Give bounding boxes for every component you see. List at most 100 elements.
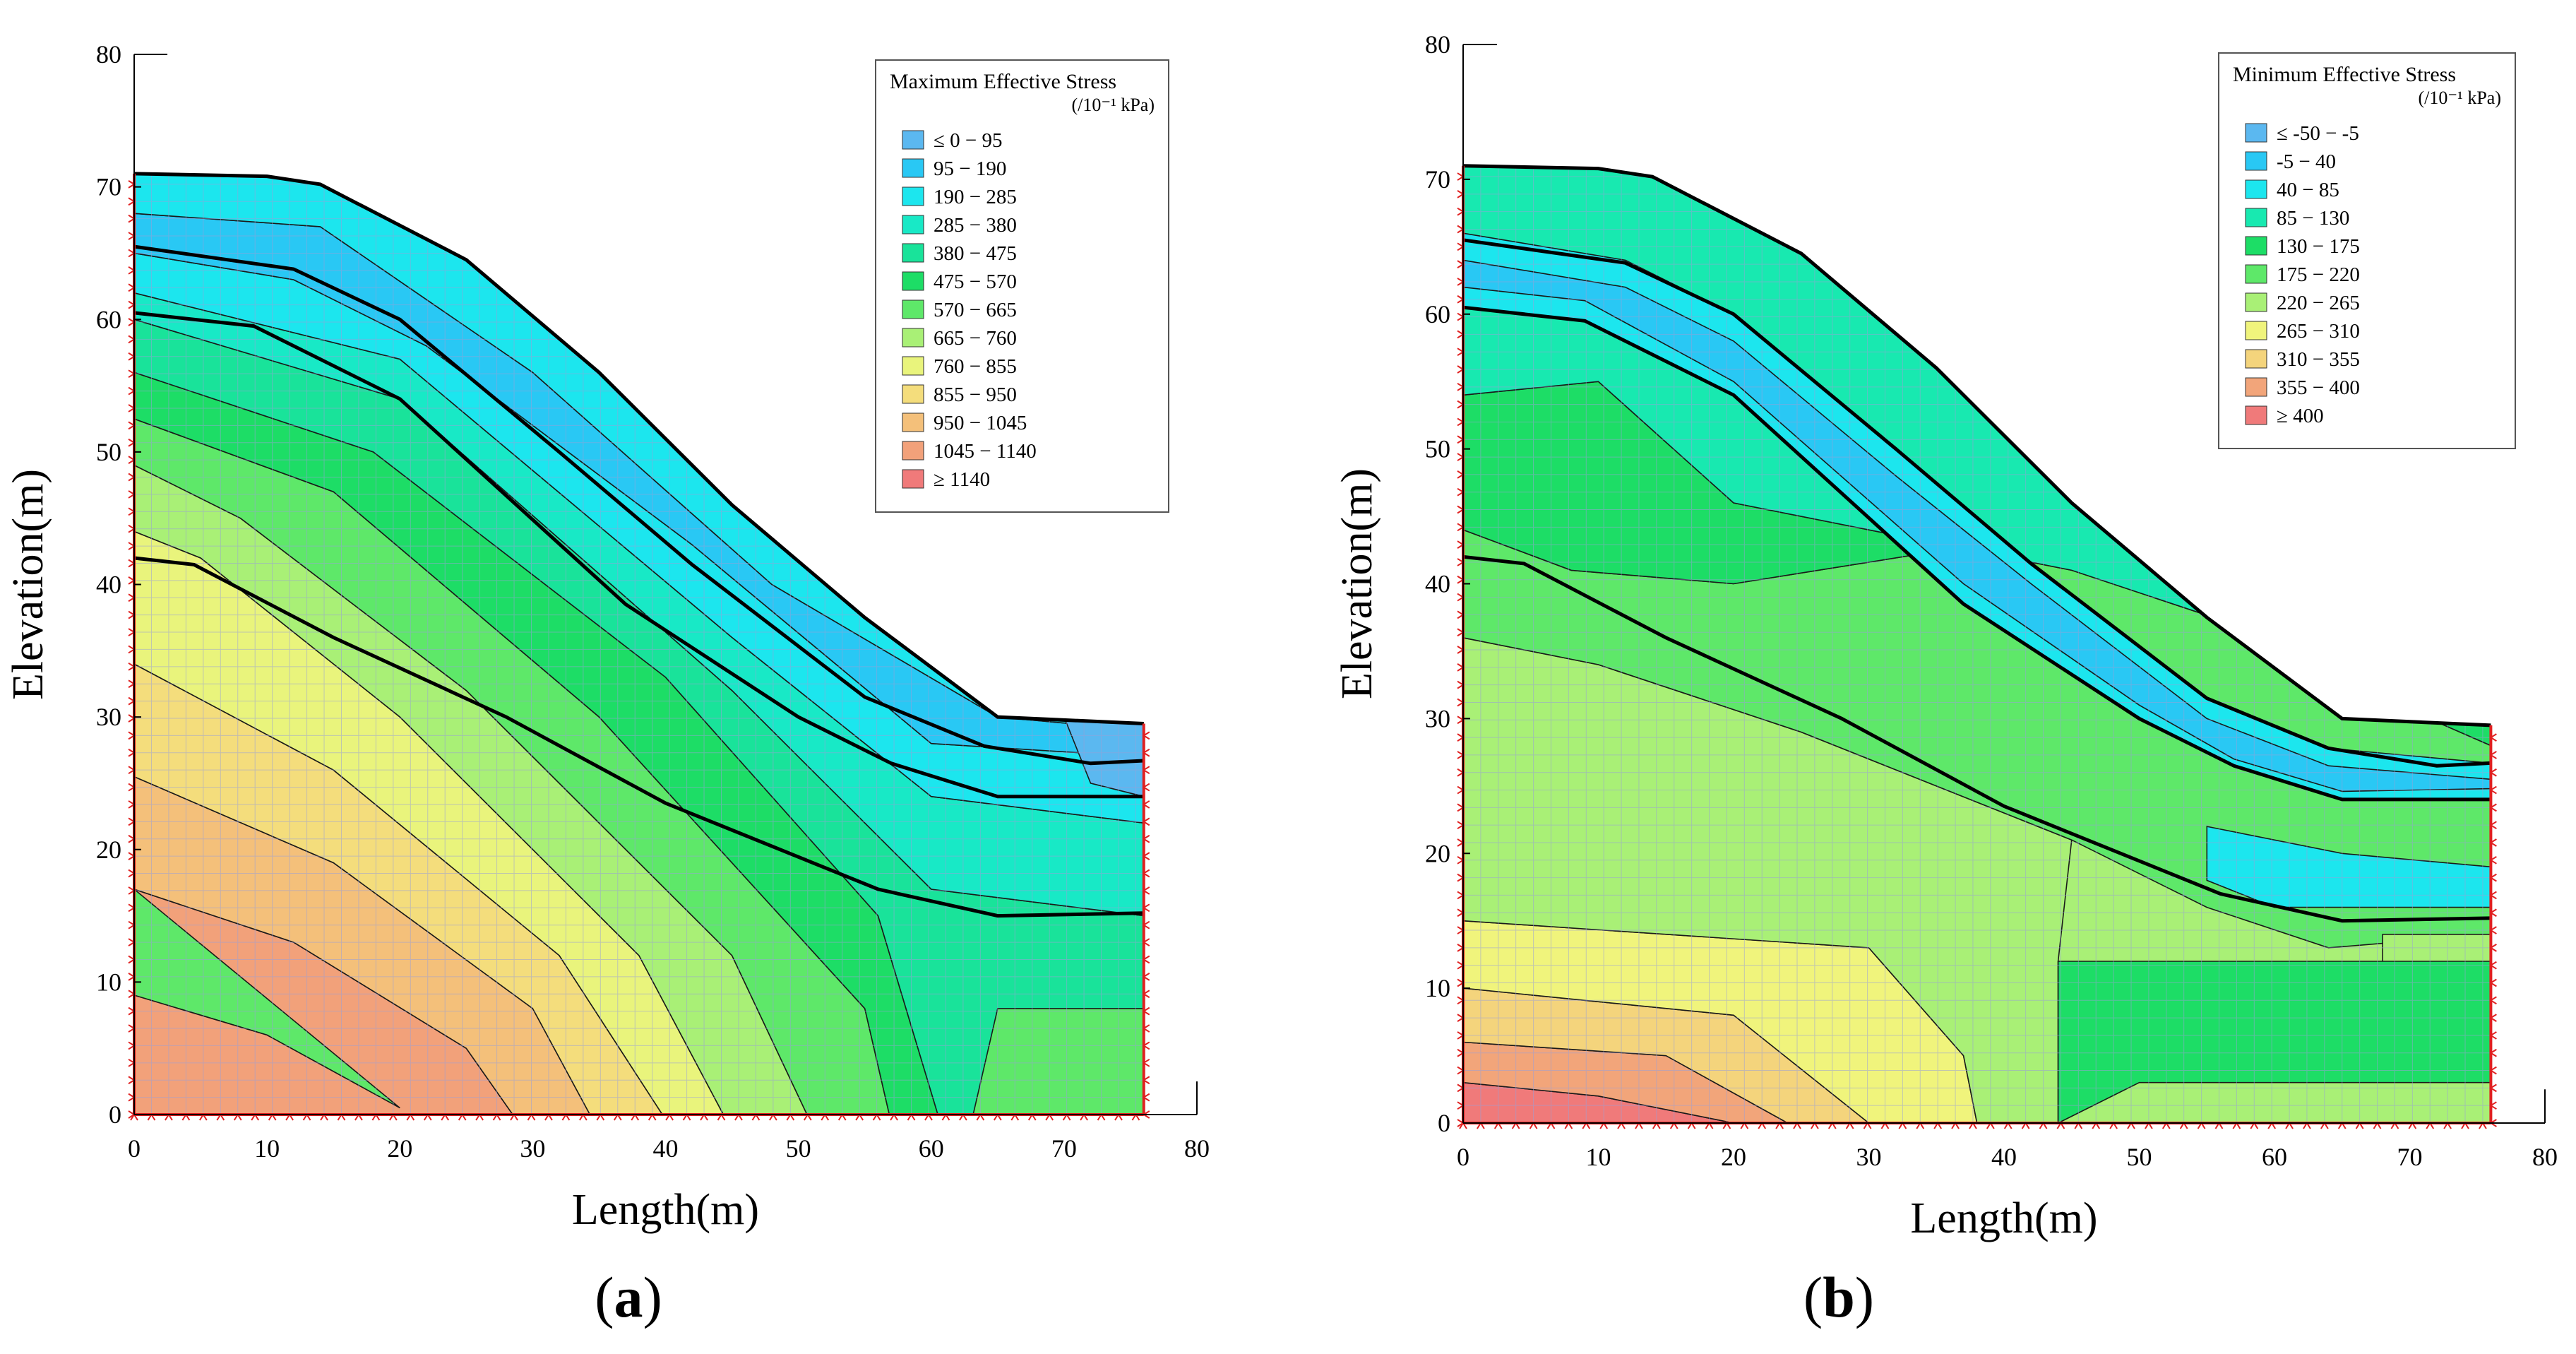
- y-axis-title: Elevation(m): [1333, 468, 1381, 699]
- legend-swatch: [2245, 208, 2267, 227]
- panel-a: 0 10 20 30 40 50 60 70 80 0 10 20 30 40 50 60 70 80 Length…: [4, 40, 1210, 1329]
- y-tick-label: 80: [1425, 30, 1450, 59]
- x-tick-label: 10: [254, 1134, 280, 1163]
- legend-entry-label: 265 − 310: [2277, 320, 2360, 343]
- legend-swatch: [902, 328, 924, 348]
- y-tick-label: 10: [96, 968, 121, 996]
- legend-entry-label: ≥ 1140: [934, 468, 990, 491]
- legend-entry-label: 665 − 760: [934, 327, 1017, 350]
- layer-boundary-2: [1462, 305, 2491, 802]
- legend: Minimum Effective Stress(/10⁻¹ kPa) ≤ -50…: [2218, 52, 2516, 449]
- y-tick-label: 20: [1425, 839, 1450, 867]
- legend-swatch: [902, 412, 924, 432]
- y-tick-label: 0: [109, 1100, 121, 1129]
- y-axis-title: Elevation(m): [4, 469, 52, 700]
- legend-swatch: [902, 130, 924, 150]
- legend-entry-label: 855 − 950: [934, 384, 1017, 406]
- x-axis-title: Length(m): [1910, 1194, 2097, 1242]
- x-tick-label: 10: [1586, 1143, 1611, 1171]
- y-tick-label: 0: [1438, 1109, 1450, 1137]
- panel-label-b: (b): [1803, 1265, 1875, 1329]
- legend-entry-label: 220 − 265: [2277, 292, 2360, 314]
- legend-entry-label: 1045 − 1140: [934, 440, 1037, 463]
- layer-boundary-1: [133, 244, 1144, 766]
- legend-swatch: [2245, 292, 2267, 312]
- x-tick-label: 0: [128, 1134, 141, 1163]
- x-tick-label: 20: [387, 1134, 412, 1163]
- layer-boundary-3: [1462, 554, 2491, 923]
- legend-entry-label: ≥ 400: [2277, 405, 2324, 427]
- y-tick-label: 50: [96, 438, 121, 466]
- x-tick-label: 40: [1991, 1143, 2017, 1171]
- legend-entry-label: 380 − 475: [934, 242, 1017, 265]
- y-tick-label: 60: [1425, 300, 1450, 328]
- y-tick-label: 70: [1425, 165, 1450, 194]
- layer-boundary-3: [133, 556, 1144, 918]
- x-tick-label: 50: [2127, 1143, 2152, 1171]
- x-tick-label: 30: [520, 1134, 545, 1163]
- y-tick-label: 30: [1425, 704, 1450, 732]
- legend-swatch: [2245, 349, 2267, 369]
- x-tick-label: 40: [653, 1134, 679, 1163]
- x-tick-label: 0: [1457, 1143, 1469, 1171]
- y-tick-label: 10: [1425, 974, 1450, 1002]
- legend-swatch: [2245, 179, 2267, 199]
- legend-swatch: [2245, 236, 2267, 256]
- contour-band-11: [1463, 259, 2491, 792]
- legend-swatch: [902, 243, 924, 263]
- y-tick-label: 40: [1425, 570, 1450, 598]
- chart-min-effective-stress: 0 10 20 30 40 50 60 70 80 0 10 20 30 40 50 60 70 80 Length…: [1333, 30, 2558, 1242]
- y-tick-label: 60: [96, 305, 121, 333]
- legend-unit: (/10⁻¹ kPa): [1071, 95, 1155, 115]
- y-tick-label: 80: [96, 40, 121, 69]
- legend-entry-label: 190 − 285: [934, 186, 1017, 208]
- legend-swatch: [2245, 321, 2267, 340]
- slope-surface: [133, 172, 1144, 725]
- x-tick-label: 20: [1721, 1143, 1746, 1171]
- legend-swatch: [902, 271, 924, 291]
- x-tick-label: 80: [2532, 1143, 2558, 1171]
- layer-boundary-1: [1462, 238, 2491, 768]
- x-tick-label: 70: [2397, 1143, 2423, 1171]
- legend-swatch: [902, 215, 924, 234]
- legend-entry-label: 310 − 355: [2277, 348, 2360, 371]
- legend-entry-label: 355 − 400: [2277, 376, 2360, 399]
- legend-swatch: [902, 299, 924, 319]
- y-tick-label: 40: [96, 571, 121, 599]
- legend-swatch: [2245, 264, 2267, 284]
- chart-max-effective-stress: 0 10 20 30 40 50 60 70 80 0 10 20 30 40 50 60 70 80 Length…: [4, 40, 1210, 1234]
- legend-title: Minimum Effective Stress: [2233, 63, 2456, 86]
- legend-swatch: [902, 384, 924, 404]
- layer-boundary-2: [133, 311, 1144, 799]
- x-tick-label: 30: [1856, 1143, 1882, 1171]
- legend-entry-label: 95 − 190: [934, 158, 1006, 180]
- x-tick-label: 60: [919, 1134, 944, 1163]
- panel-b: 0 10 20 30 40 50 60 70 80 0 10 20 30 40 50 60 70 80 Length…: [1288, 0, 2576, 1354]
- legend-unit: (/10⁻¹ kPa): [2418, 88, 2501, 108]
- x-axis-title: Length(m): [572, 1186, 759, 1234]
- legend-swatch: [2245, 405, 2267, 425]
- x-tick-label: 60: [2262, 1143, 2287, 1171]
- legend-swatch: [902, 469, 924, 489]
- legend-entry-label: 40 − 85: [2277, 179, 2339, 201]
- legend-entry-label: ≤ -50 − -5: [2277, 122, 2359, 145]
- legend-entry-label: 570 − 665: [934, 299, 1017, 321]
- legend-entry-label: -5 − 40: [2277, 150, 2336, 173]
- legend-entry-label: 285 − 380: [934, 214, 1017, 237]
- legend-entry-label: ≤ 0 − 95: [934, 129, 1003, 152]
- legend-title: Maximum Effective Stress: [890, 70, 1116, 93]
- legend-entry-label: 175 − 220: [2277, 263, 2360, 286]
- stress-contour-field: [134, 173, 1144, 1115]
- legend-swatch: [2245, 151, 2267, 171]
- y-tick-label: 50: [1425, 435, 1450, 463]
- x-tick-label: 80: [1184, 1134, 1210, 1163]
- legend-swatch: [902, 441, 924, 461]
- legend-entry-label: 950 − 1045: [934, 412, 1027, 434]
- legend-entry-label: 760 − 855: [934, 355, 1017, 378]
- legend-swatch: [2245, 123, 2267, 143]
- legend-entry-label: 130 − 175: [2277, 235, 2360, 258]
- panel-label-a: (a): [595, 1265, 662, 1329]
- legend-swatch: [2245, 377, 2267, 397]
- legend-swatch: [902, 158, 924, 178]
- y-tick-label: 30: [96, 703, 121, 731]
